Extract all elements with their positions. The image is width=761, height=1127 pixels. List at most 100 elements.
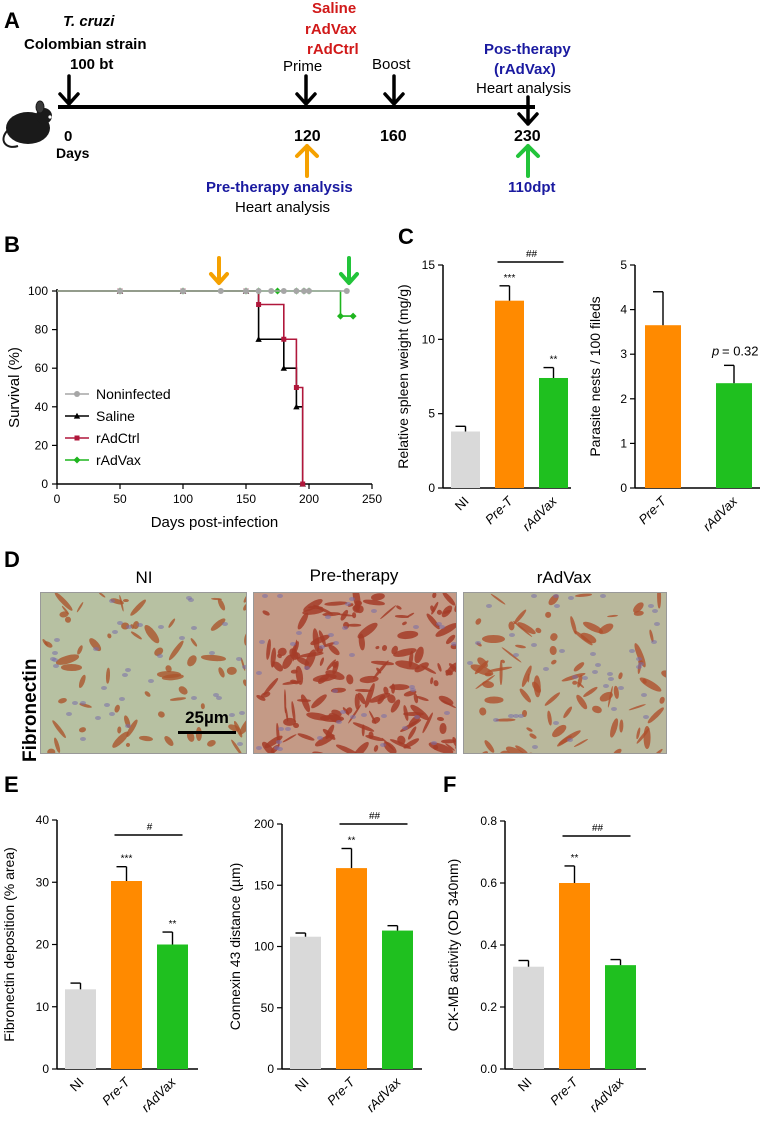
stain-fiber: [60, 663, 82, 671]
cell-nucleus: [349, 714, 356, 719]
cell-nucleus: [592, 669, 599, 674]
bar-radvax: [716, 383, 752, 488]
day-230: 230: [514, 128, 541, 145]
stain-fiber: [590, 704, 603, 715]
stain-fiber: [432, 679, 440, 687]
cell-nucleus: [607, 671, 614, 676]
stain-fiber: [651, 748, 664, 753]
cell-nucleus: [259, 640, 266, 645]
stain-fiber: [51, 719, 68, 740]
significance-stars: **: [348, 836, 356, 847]
comparison-hash: ##: [592, 823, 604, 834]
x-tick-label: 100: [173, 492, 193, 506]
day-160: 160: [380, 128, 407, 145]
bar-ni: [290, 936, 321, 1069]
stain-fiber: [97, 593, 106, 599]
stain-fiber: [138, 735, 154, 742]
stain-fiber: [482, 634, 506, 643]
y-tick-label: 2: [620, 392, 627, 406]
comparison-hash: ##: [369, 811, 381, 822]
post-heart-label: Heart analysis: [476, 80, 571, 97]
x-tick-label: Pre-T: [547, 1074, 581, 1108]
cell-nucleus: [221, 621, 228, 626]
cell-nucleus: [410, 687, 417, 692]
stain-fiber: [242, 593, 246, 604]
cell-nucleus: [345, 602, 352, 607]
stain-fiber: [318, 656, 326, 667]
cell-nucleus: [554, 604, 561, 609]
stain-fiber: [406, 611, 415, 619]
bar-radvax: [157, 944, 188, 1069]
bar-pre-t: [645, 325, 681, 488]
stain-fiber: [543, 691, 562, 708]
y-tick-label: 20: [35, 438, 49, 452]
bar-radvax: [539, 377, 568, 488]
cell-nucleus: [92, 646, 99, 651]
stain-fiber: [545, 710, 553, 726]
cell-nucleus: [156, 654, 163, 659]
survival-chart: 0 50 100 150 200 250 0 20 40 60 80 100 Days post-inf…: [6, 284, 382, 531]
stain-fiber: [637, 675, 663, 695]
stain-fiber: [514, 643, 527, 649]
stain-fiber: [528, 732, 537, 741]
panel-label-a: A: [4, 8, 20, 33]
pre-therapy-title: Pre-therapy analysis: [206, 179, 353, 196]
cell-nucleus: [507, 713, 514, 718]
data-point: [343, 288, 350, 294]
data-point: [293, 403, 300, 410]
x-tick-label: rAdVax: [519, 493, 560, 534]
stain-fiber: [185, 653, 199, 669]
cell-nucleus: [512, 653, 519, 658]
stain-fiber: [657, 593, 662, 608]
cell-nucleus: [52, 664, 59, 669]
cell-nucleus: [285, 726, 292, 731]
stain-fiber: [643, 725, 651, 749]
survival-arrows: [209, 256, 359, 285]
stain-fiber: [608, 717, 620, 739]
stain-fiber: [283, 689, 287, 714]
stain-fiber: [660, 668, 666, 680]
stain-fiber: [658, 696, 666, 705]
series-line-saline: [57, 290, 304, 484]
cell-nucleus: [108, 599, 115, 604]
stain-fiber: [46, 748, 55, 753]
cell-nucleus: [589, 652, 596, 657]
prime-label: Prime: [283, 58, 322, 75]
stain-fiber: [370, 659, 394, 666]
cell-nucleus: [654, 621, 661, 626]
cell-nucleus: [371, 608, 378, 613]
cell-nucleus: [643, 715, 650, 720]
connexin-chart: 0 50 100 150 200 Connexin 43 distance (µm) NI P…: [227, 811, 422, 1115]
stain-fiber: [57, 697, 68, 705]
y-tick-label: 0: [267, 1062, 274, 1076]
significance-stars: **: [169, 919, 177, 930]
x-tick-label: NI: [452, 494, 472, 514]
x-tick-label: Pre-T: [482, 493, 516, 527]
cell-nucleus: [530, 594, 537, 599]
significance-stars: ***: [121, 854, 133, 865]
cell-nucleus: [600, 593, 607, 598]
y-tick-label: 40: [35, 400, 49, 414]
micrograph-ni: [40, 592, 247, 754]
y-tick-label: 30: [36, 875, 50, 889]
stain-fiber: [128, 597, 148, 618]
y-tick-label: 5: [620, 258, 627, 272]
y-axis-title: Relative spleen weight (mg/g): [395, 284, 411, 468]
cell-nucleus: [49, 656, 56, 661]
cell-nucleus: [402, 725, 409, 730]
arrow-down-icon: [383, 74, 405, 106]
stain-fiber: [370, 593, 386, 602]
cell-nucleus: [112, 630, 119, 635]
y-tick-label: 0.0: [480, 1062, 497, 1076]
data-point: [268, 288, 275, 294]
stain-fiber: [242, 603, 246, 612]
cell-nucleus: [629, 649, 636, 654]
stain-fiber: [617, 671, 624, 680]
cell-nucleus: [72, 701, 79, 706]
cell-nucleus: [325, 615, 332, 620]
stain-fiber: [499, 751, 511, 753]
cell-nucleus: [79, 700, 86, 705]
data-point: [281, 336, 287, 342]
x-tick-label: rAdVax: [586, 1074, 627, 1115]
stain-fiber: [345, 674, 355, 686]
